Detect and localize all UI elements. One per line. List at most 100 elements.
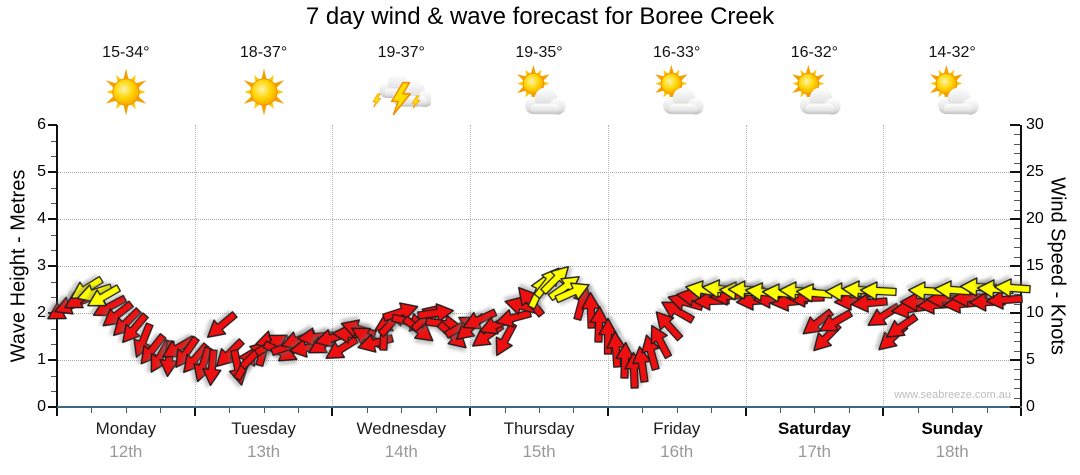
temp-range-label: 19-35° — [515, 44, 563, 61]
wind-arrow — [984, 288, 1023, 313]
bottom-axis-tick — [193, 408, 196, 416]
wind-arrow — [641, 319, 678, 363]
gridline-day-boundary — [470, 125, 472, 407]
wind-arrow — [199, 306, 242, 347]
left-axis-minor-tick — [51, 203, 56, 205]
wind-arrow — [380, 296, 423, 329]
wind-arrow — [597, 317, 619, 355]
bottom-axis-minor-tick — [229, 408, 231, 413]
wind-arrow — [114, 307, 155, 350]
wind-arrow — [457, 302, 501, 338]
bottom-axis-tick — [882, 408, 885, 416]
right-axis-tick — [1010, 124, 1020, 126]
right-axis-minor-tick — [1014, 331, 1020, 333]
bottom-axis-minor-tick — [435, 408, 437, 413]
right-axis-tick-label: 30 — [1026, 116, 1044, 133]
left-axis-tick — [48, 406, 57, 408]
weather-icon-partly-cloudy — [922, 62, 982, 122]
bottom-axis-minor-tick — [539, 408, 540, 413]
left-axis-minor-tick — [51, 375, 56, 377]
chart-title: 7 day wind & wave forecast for Boree Cre… — [305, 3, 775, 30]
temp-range-label: 16-33° — [653, 44, 701, 61]
day-date-label: 18th — [935, 442, 969, 461]
left-axis-tick-label: 4 — [37, 210, 46, 227]
left-axis-tick-label: 3 — [37, 257, 46, 274]
temp-range-label: 14-32° — [928, 44, 976, 61]
bottom-axis-minor-tick — [952, 408, 954, 413]
wind-arrow — [208, 333, 250, 375]
bottom-axis-minor-tick — [711, 408, 713, 413]
day-name-label: Monday — [95, 419, 157, 438]
day-date-label: 12th — [109, 442, 143, 461]
right-axis-minor-tick — [1014, 303, 1020, 305]
wind-arrow — [861, 296, 905, 335]
left-axis-tick — [48, 124, 57, 126]
right-axis-tick — [1010, 265, 1020, 267]
left-axis-minor-tick — [51, 297, 56, 299]
left-axis-tick-label: 2 — [37, 304, 46, 321]
wind-arrow — [655, 292, 699, 330]
right-axis-minor-tick — [1014, 134, 1020, 136]
bottom-axis-minor-tick — [642, 408, 644, 413]
bottom-axis-tick — [606, 408, 609, 416]
right-axis-minor-tick — [1014, 247, 1020, 249]
bottom-axis-minor-tick — [573, 408, 575, 413]
day-date-label: 17th — [797, 442, 831, 461]
left-axis-line — [56, 125, 58, 408]
gridline-day-boundary — [607, 125, 609, 407]
right-axis-minor-tick — [1014, 153, 1020, 155]
temp-range-label: 16-32° — [790, 44, 839, 61]
wind-arrow — [535, 258, 577, 300]
bottom-axis-minor-tick — [814, 408, 816, 413]
wind-arrow — [81, 278, 125, 316]
wind-arrow — [879, 307, 923, 347]
left-axis-minor-tick — [51, 328, 56, 330]
day-date-label: 13th — [247, 442, 281, 461]
right-axis-tick — [1010, 218, 1020, 220]
right-axis-minor-tick — [1014, 397, 1020, 399]
watermark: www.seabreeze.com.au — [894, 389, 1011, 401]
gridline-day-boundary — [745, 125, 747, 407]
right-axis-tick-label: 5 — [1026, 351, 1035, 368]
left-axis-tick-label: 1 — [37, 351, 46, 368]
wind-arrow — [796, 303, 839, 344]
right-axis-minor-tick — [1014, 378, 1020, 380]
right-axis-tick — [1010, 312, 1020, 314]
right-axis-minor-tick — [1014, 228, 1020, 230]
right-axis-minor-tick — [1014, 322, 1020, 324]
right-axis-minor-tick — [1014, 256, 1020, 258]
weather-icon-partly-cloudy — [647, 62, 707, 122]
bottom-axis-minor-tick — [676, 408, 678, 413]
weather-icon-sunny — [234, 62, 294, 122]
wind-arrow — [579, 291, 602, 330]
right-axis-tick-label: 15 — [1026, 257, 1044, 274]
right-axis-minor-tick — [1014, 275, 1020, 277]
right-axis-minor-tick — [1014, 341, 1020, 343]
right-axis-minor-tick — [1014, 190, 1020, 192]
bottom-axis-minor-tick — [780, 408, 781, 413]
gridline-day-boundary — [194, 125, 196, 407]
bottom-axis-tick — [744, 408, 747, 416]
weather-icon-partly-cloudy — [509, 62, 569, 122]
left-axis-tick-label: 5 — [37, 163, 46, 180]
left-axis-minor-tick — [51, 156, 56, 158]
right-axis-minor-tick — [1014, 209, 1020, 211]
bottom-axis-minor-tick — [91, 408, 93, 413]
right-axis-line — [1020, 125, 1022, 408]
wind-arrow — [187, 343, 220, 386]
bottom-axis-minor-tick — [366, 408, 368, 413]
left-axis-minor-tick — [51, 281, 56, 283]
wind-arrow — [629, 343, 656, 384]
day-name-label: Wednesday — [356, 419, 447, 438]
gridline-day-boundary — [883, 125, 885, 407]
right-axis-minor-tick — [1014, 200, 1020, 202]
right-axis-tick-label: 10 — [1026, 304, 1044, 321]
wind-arrow — [126, 319, 161, 362]
gridline-day-boundary — [332, 125, 334, 407]
left-axis-tick-label: 0 — [37, 398, 46, 415]
wind-arrow — [319, 329, 363, 368]
gridline-wave-3m — [57, 266, 1021, 267]
wind-arrow — [552, 275, 596, 311]
right-axis-tick-label: 25 — [1026, 163, 1044, 180]
